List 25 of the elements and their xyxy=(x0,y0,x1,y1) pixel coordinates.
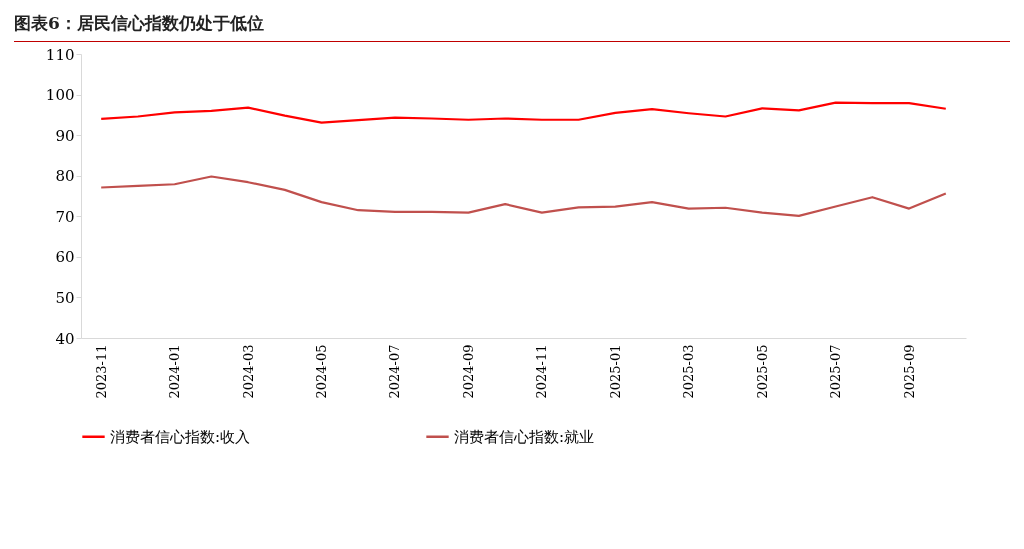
y-tick-label: 90 xyxy=(55,126,75,145)
y-tick-label: 60 xyxy=(55,248,75,267)
x-tick-label: 2024-03 xyxy=(240,344,256,399)
chart-title: 图表6：居民信心指数仍处于低位 xyxy=(14,12,1010,42)
x-tick-label: 2025-01 xyxy=(607,344,623,399)
x-tick-label: 2024-05 xyxy=(314,344,330,399)
legend-label: 消费者信心指数:就业 xyxy=(454,427,595,446)
x-tick-label: 2025-03 xyxy=(681,344,697,399)
y-tick-label: 110 xyxy=(45,45,75,64)
x-tick-label: 2024-09 xyxy=(460,344,476,399)
x-tick-label: 2025-07 xyxy=(828,344,844,399)
x-tick-label: 2024-01 xyxy=(167,344,183,399)
x-tick-label: 2025-09 xyxy=(901,344,917,399)
y-tick-label: 100 xyxy=(45,86,75,105)
y-tick-label: 50 xyxy=(55,288,75,307)
line-series xyxy=(100,175,947,217)
y-tick-label: 70 xyxy=(55,207,75,226)
x-tick-label: 2025-05 xyxy=(754,344,770,399)
y-tick-label: 40 xyxy=(55,329,75,348)
x-tick-label: 2023-11 xyxy=(93,344,109,399)
y-tick-label: 80 xyxy=(55,167,75,186)
legend-label: 消费者信心指数:收入 xyxy=(110,427,251,446)
line-series xyxy=(100,101,947,124)
x-tick-label: 2024-07 xyxy=(387,344,403,399)
x-tick-label: 2024-11 xyxy=(534,344,550,399)
